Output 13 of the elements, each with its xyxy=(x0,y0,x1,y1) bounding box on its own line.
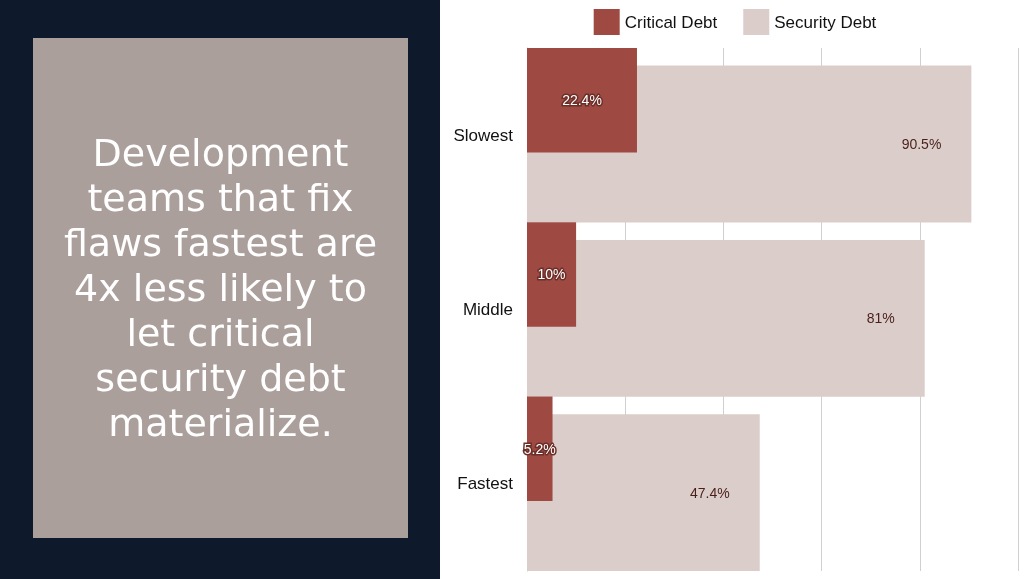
legend-label: Critical Debt xyxy=(624,12,718,32)
data-label: 10% xyxy=(537,266,566,283)
y-tick-label: Middle xyxy=(462,300,513,319)
y-tick-label: Fastest xyxy=(457,474,514,494)
data-label: 47.4% xyxy=(690,484,730,501)
data-label: 81% xyxy=(866,310,895,327)
data-label: 22.4% xyxy=(562,92,602,109)
data-label: 90.5% xyxy=(901,136,942,153)
y-tick-label: Slowest xyxy=(453,125,514,145)
legend-label: Security Debt xyxy=(774,12,877,32)
text: Development teams that fix flaws fastest are 4x less likely to let critical security debt materialize. xyxy=(33,38,408,538)
bar xyxy=(527,48,637,153)
bar xyxy=(527,222,577,327)
